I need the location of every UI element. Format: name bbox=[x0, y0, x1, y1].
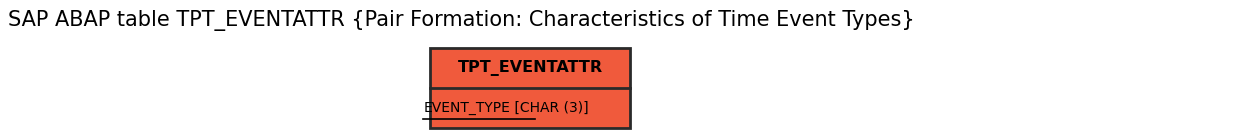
Text: EVENT_TYPE: EVENT_TYPE bbox=[423, 101, 510, 115]
Text: SAP ABAP table TPT_EVENTATTR {Pair Formation: Characteristics of Time Event Type: SAP ABAP table TPT_EVENTATTR {Pair Forma… bbox=[7, 10, 914, 31]
Bar bbox=[430, 48, 629, 128]
Text: TPT_EVENTATTR: TPT_EVENTATTR bbox=[457, 60, 602, 76]
Text: [CHAR (3)]: [CHAR (3)] bbox=[510, 101, 588, 115]
